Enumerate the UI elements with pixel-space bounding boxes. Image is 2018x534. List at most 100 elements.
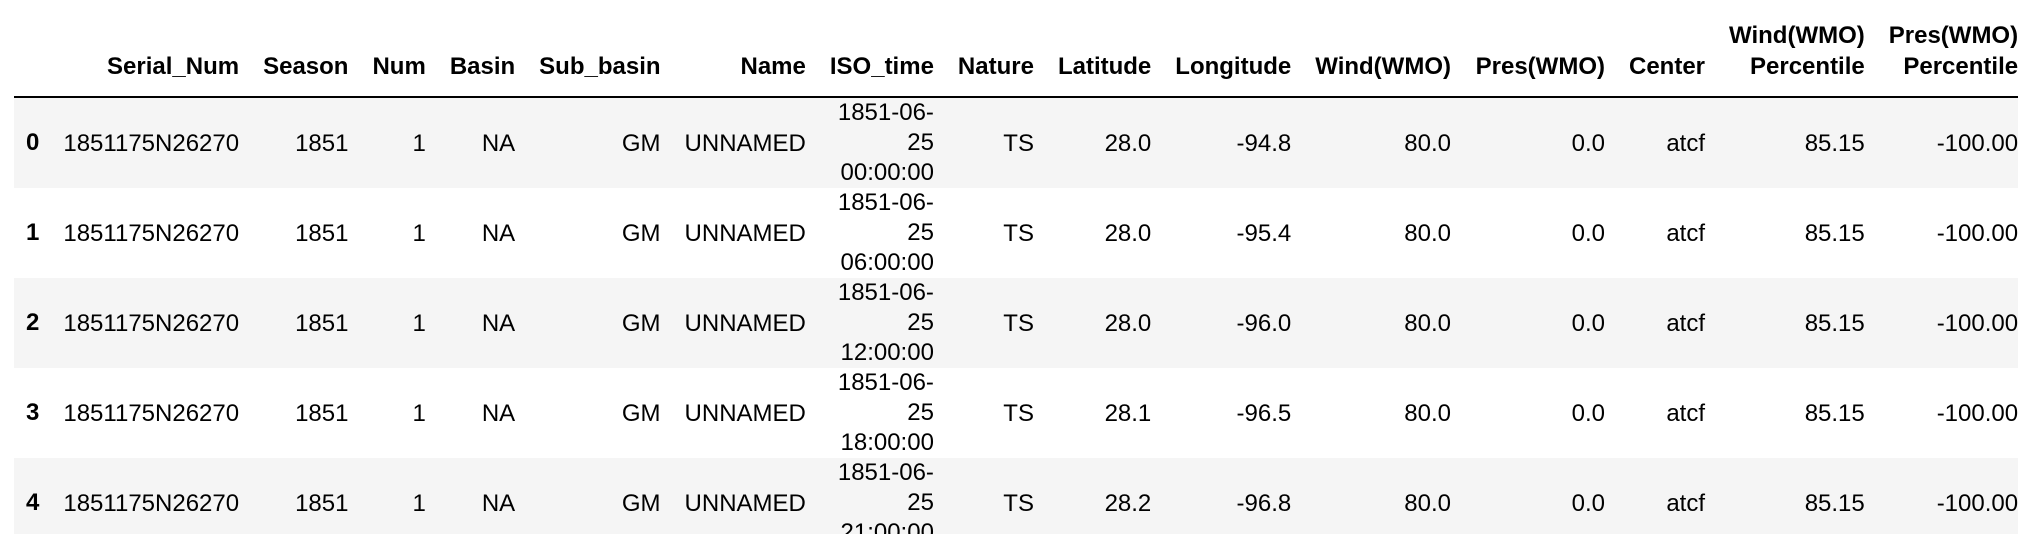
table-row: 1 1851175N26270 1851 1 NA GM UNNAMED 185… (14, 188, 2018, 278)
cell-latitude: 28.1 (1104, 399, 1152, 427)
cell-pres-percentile: -100.00 (1936, 489, 2018, 517)
cell-nature: TS (1003, 219, 1034, 247)
cell-center: atcf (1666, 489, 1706, 517)
column-header-pres-wmo: Pres(WMO) (1462, 16, 1617, 98)
column-header-center: Center (1616, 16, 1718, 98)
index-header (14, 16, 52, 98)
cell-center: atcf (1666, 129, 1706, 157)
cell-season: 1851 (295, 489, 349, 517)
cell-nature: TS (1003, 309, 1034, 337)
cell-longitude: -94.8 (1236, 129, 1292, 157)
cell-num: 1 (412, 489, 426, 517)
cell-wind-wmo: 80.0 (1404, 399, 1451, 427)
cell-num: 1 (412, 219, 426, 247)
table-header: Serial_Num Season Num Basin Sub_basin Na… (14, 16, 2018, 98)
cell-sub-basin: GM (621, 399, 661, 427)
row-index: 0 (26, 129, 40, 156)
cell-wind-percentile: 85.15 (1804, 489, 1865, 517)
cell-sub-basin: GM (621, 129, 661, 157)
cell-pres-percentile: -100.00 (1936, 129, 2018, 157)
column-header-num: Num (360, 16, 438, 98)
column-header-name: Name (672, 16, 818, 98)
cell-wind-wmo: 80.0 (1404, 309, 1451, 337)
cell-latitude: 28.0 (1104, 309, 1152, 337)
dataframe-table: Serial_Num Season Num Basin Sub_basin Na… (14, 16, 2018, 534)
cell-wind-wmo: 80.0 (1404, 129, 1451, 157)
column-header-sub-basin: Sub_basin (527, 16, 673, 98)
cell-iso-time: 1851-06-25 12:00:00 (837, 279, 934, 366)
table-row: 2 1851175N26270 1851 1 NA GM UNNAMED 185… (14, 278, 2018, 368)
cell-name: UNNAMED (684, 309, 806, 337)
column-header-wind-wmo: Wind(WMO) (1303, 16, 1463, 98)
cell-num: 1 (412, 129, 426, 157)
cell-nature: TS (1003, 399, 1034, 427)
cell-latitude: 28.2 (1104, 489, 1152, 517)
row-index: 1 (26, 219, 40, 246)
cell-iso-time: 1851-06-25 21:00:00 (837, 459, 934, 534)
column-header-longitude: Longitude (1163, 16, 1304, 98)
column-header-serial-num: Serial_Num (51, 16, 252, 98)
table-row: 4 1851175N26270 1851 1 NA GM UNNAMED 185… (14, 458, 2018, 534)
cell-iso-time: 1851-06-25 06:00:00 (837, 189, 934, 276)
cell-season: 1851 (295, 399, 349, 427)
cell-pres-wmo: 0.0 (1571, 399, 1605, 427)
table-row: 0 1851175N26270 1851 1 NA GM UNNAMED 185… (14, 97, 2018, 188)
cell-name: UNNAMED (684, 219, 806, 247)
cell-wind-wmo: 80.0 (1404, 219, 1451, 247)
header-row: Serial_Num Season Num Basin Sub_basin Na… (14, 16, 2018, 98)
cell-pres-wmo: 0.0 (1571, 129, 1605, 157)
cell-serial-num: 1851175N26270 (63, 129, 240, 157)
row-index: 3 (26, 399, 40, 426)
cell-sub-basin: GM (621, 489, 661, 517)
table-row: 3 1851175N26270 1851 1 NA GM UNNAMED 185… (14, 368, 2018, 458)
cell-serial-num: 1851175N26270 (63, 309, 240, 337)
cell-serial-num: 1851175N26270 (63, 399, 240, 427)
column-header-wind-wmo-percentile: Wind(WMO) Percentile (1717, 16, 1877, 98)
cell-longitude: -95.4 (1236, 219, 1292, 247)
cell-pres-percentile: -100.00 (1936, 309, 2018, 337)
cell-season: 1851 (295, 309, 349, 337)
cell-center: atcf (1666, 399, 1706, 427)
column-header-pres-wmo-percentile: Pres(WMO) Percentile (1876, 16, 2018, 98)
cell-pres-percentile: -100.00 (1936, 399, 2018, 427)
cell-basin: NA (481, 129, 516, 157)
cell-wind-percentile: 85.15 (1804, 399, 1865, 427)
cell-center: atcf (1666, 219, 1706, 247)
column-header-iso-time: ISO_time (817, 16, 946, 98)
cell-name: UNNAMED (684, 129, 806, 157)
cell-num: 1 (412, 399, 426, 427)
cell-basin: NA (481, 309, 516, 337)
cell-sub-basin: GM (621, 219, 661, 247)
cell-season: 1851 (295, 129, 349, 157)
cell-iso-time: 1851-06-25 00:00:00 (837, 99, 934, 186)
row-index: 2 (26, 309, 40, 336)
cell-center: atcf (1666, 309, 1706, 337)
cell-pres-percentile: -100.00 (1936, 219, 2018, 247)
cell-iso-time: 1851-06-25 18:00:00 (837, 369, 934, 456)
cell-basin: NA (481, 399, 516, 427)
cell-basin: NA (481, 219, 516, 247)
cell-pres-wmo: 0.0 (1571, 309, 1605, 337)
cell-wind-percentile: 85.15 (1804, 129, 1865, 157)
cell-longitude: -96.0 (1236, 309, 1292, 337)
cell-nature: TS (1003, 489, 1034, 517)
column-header-basin: Basin (437, 16, 528, 98)
table-body: 0 1851175N26270 1851 1 NA GM UNNAMED 185… (14, 97, 2018, 534)
cell-name: UNNAMED (684, 399, 806, 427)
cell-serial-num: 1851175N26270 (63, 489, 240, 517)
cell-latitude: 28.0 (1104, 129, 1152, 157)
cell-nature: TS (1003, 129, 1034, 157)
cell-latitude: 28.0 (1104, 219, 1152, 247)
cell-longitude: -96.8 (1236, 489, 1292, 517)
cell-longitude: -96.5 (1236, 399, 1292, 427)
cell-sub-basin: GM (621, 309, 661, 337)
cell-wind-wmo: 80.0 (1404, 489, 1451, 517)
column-header-season: Season (251, 16, 361, 98)
row-index: 4 (26, 489, 40, 516)
column-header-nature: Nature (945, 16, 1046, 98)
cell-num: 1 (412, 309, 426, 337)
cell-name: UNNAMED (684, 489, 806, 517)
cell-basin: NA (481, 489, 516, 517)
cell-season: 1851 (295, 219, 349, 247)
